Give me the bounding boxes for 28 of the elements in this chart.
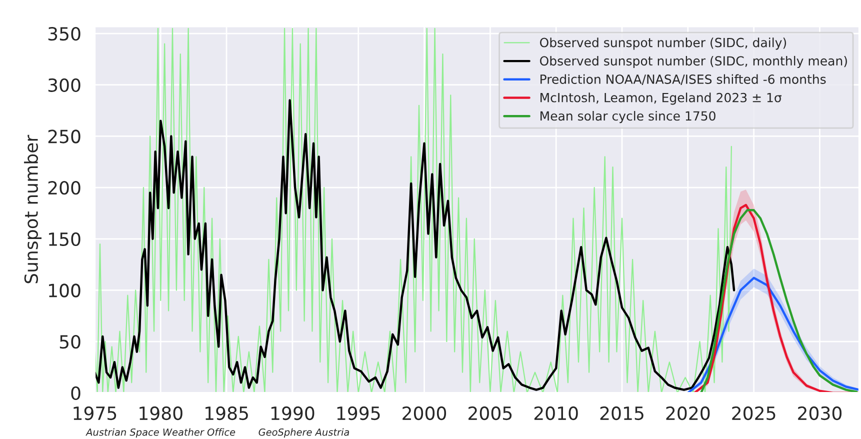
legend-label: Mean solar cycle since 1750 — [540, 110, 716, 124]
x-tick-label: 1995 — [337, 406, 380, 420]
y-tick-label: 350 — [48, 26, 80, 41]
x-tick-label: 1975 — [74, 406, 116, 420]
y-tick-label: 50 — [60, 335, 80, 349]
x-tick-label: 1980 — [140, 406, 182, 420]
y-tick-label: 300 — [48, 78, 80, 92]
x-tick-label: 2025 — [732, 406, 776, 420]
x-tick-label: 2030 — [798, 406, 842, 420]
x-tick-label: 2020 — [666, 406, 710, 420]
x-tick-label: 2005 — [468, 406, 512, 420]
x-tick-label: 2010 — [534, 406, 578, 420]
legend-label: McIntosh, Leamon, Egeland 2023 ± 1σ — [540, 92, 782, 105]
legend-label: Prediction NOAA/NASA/ISES shifted -6 months — [540, 74, 826, 85]
text: GeoSphere Austria — [258, 428, 350, 438]
y-tick-label: 200 — [48, 181, 80, 195]
y-tick-label: 150 — [49, 232, 80, 246]
text: Austrian Space Weather Office — [86, 428, 236, 438]
y-tick-label: 250 — [48, 130, 80, 144]
x-tick-label: 1985 — [206, 406, 248, 420]
y-axis-title: Sunspot number — [24, 134, 42, 284]
y-tick-label: 100 — [49, 284, 80, 298]
legend-label: Observed sunspot number (SIDC, daily) — [540, 38, 786, 50]
legend-label: Observed sunspot number (SIDC, monthly mean) — [540, 56, 847, 68]
x-tick-label: 1990 — [271, 406, 314, 420]
y-tick-label: 0 — [71, 386, 80, 400]
x-tick-label: 2015 — [600, 406, 644, 420]
x-tick-label: 2000 — [402, 406, 446, 420]
